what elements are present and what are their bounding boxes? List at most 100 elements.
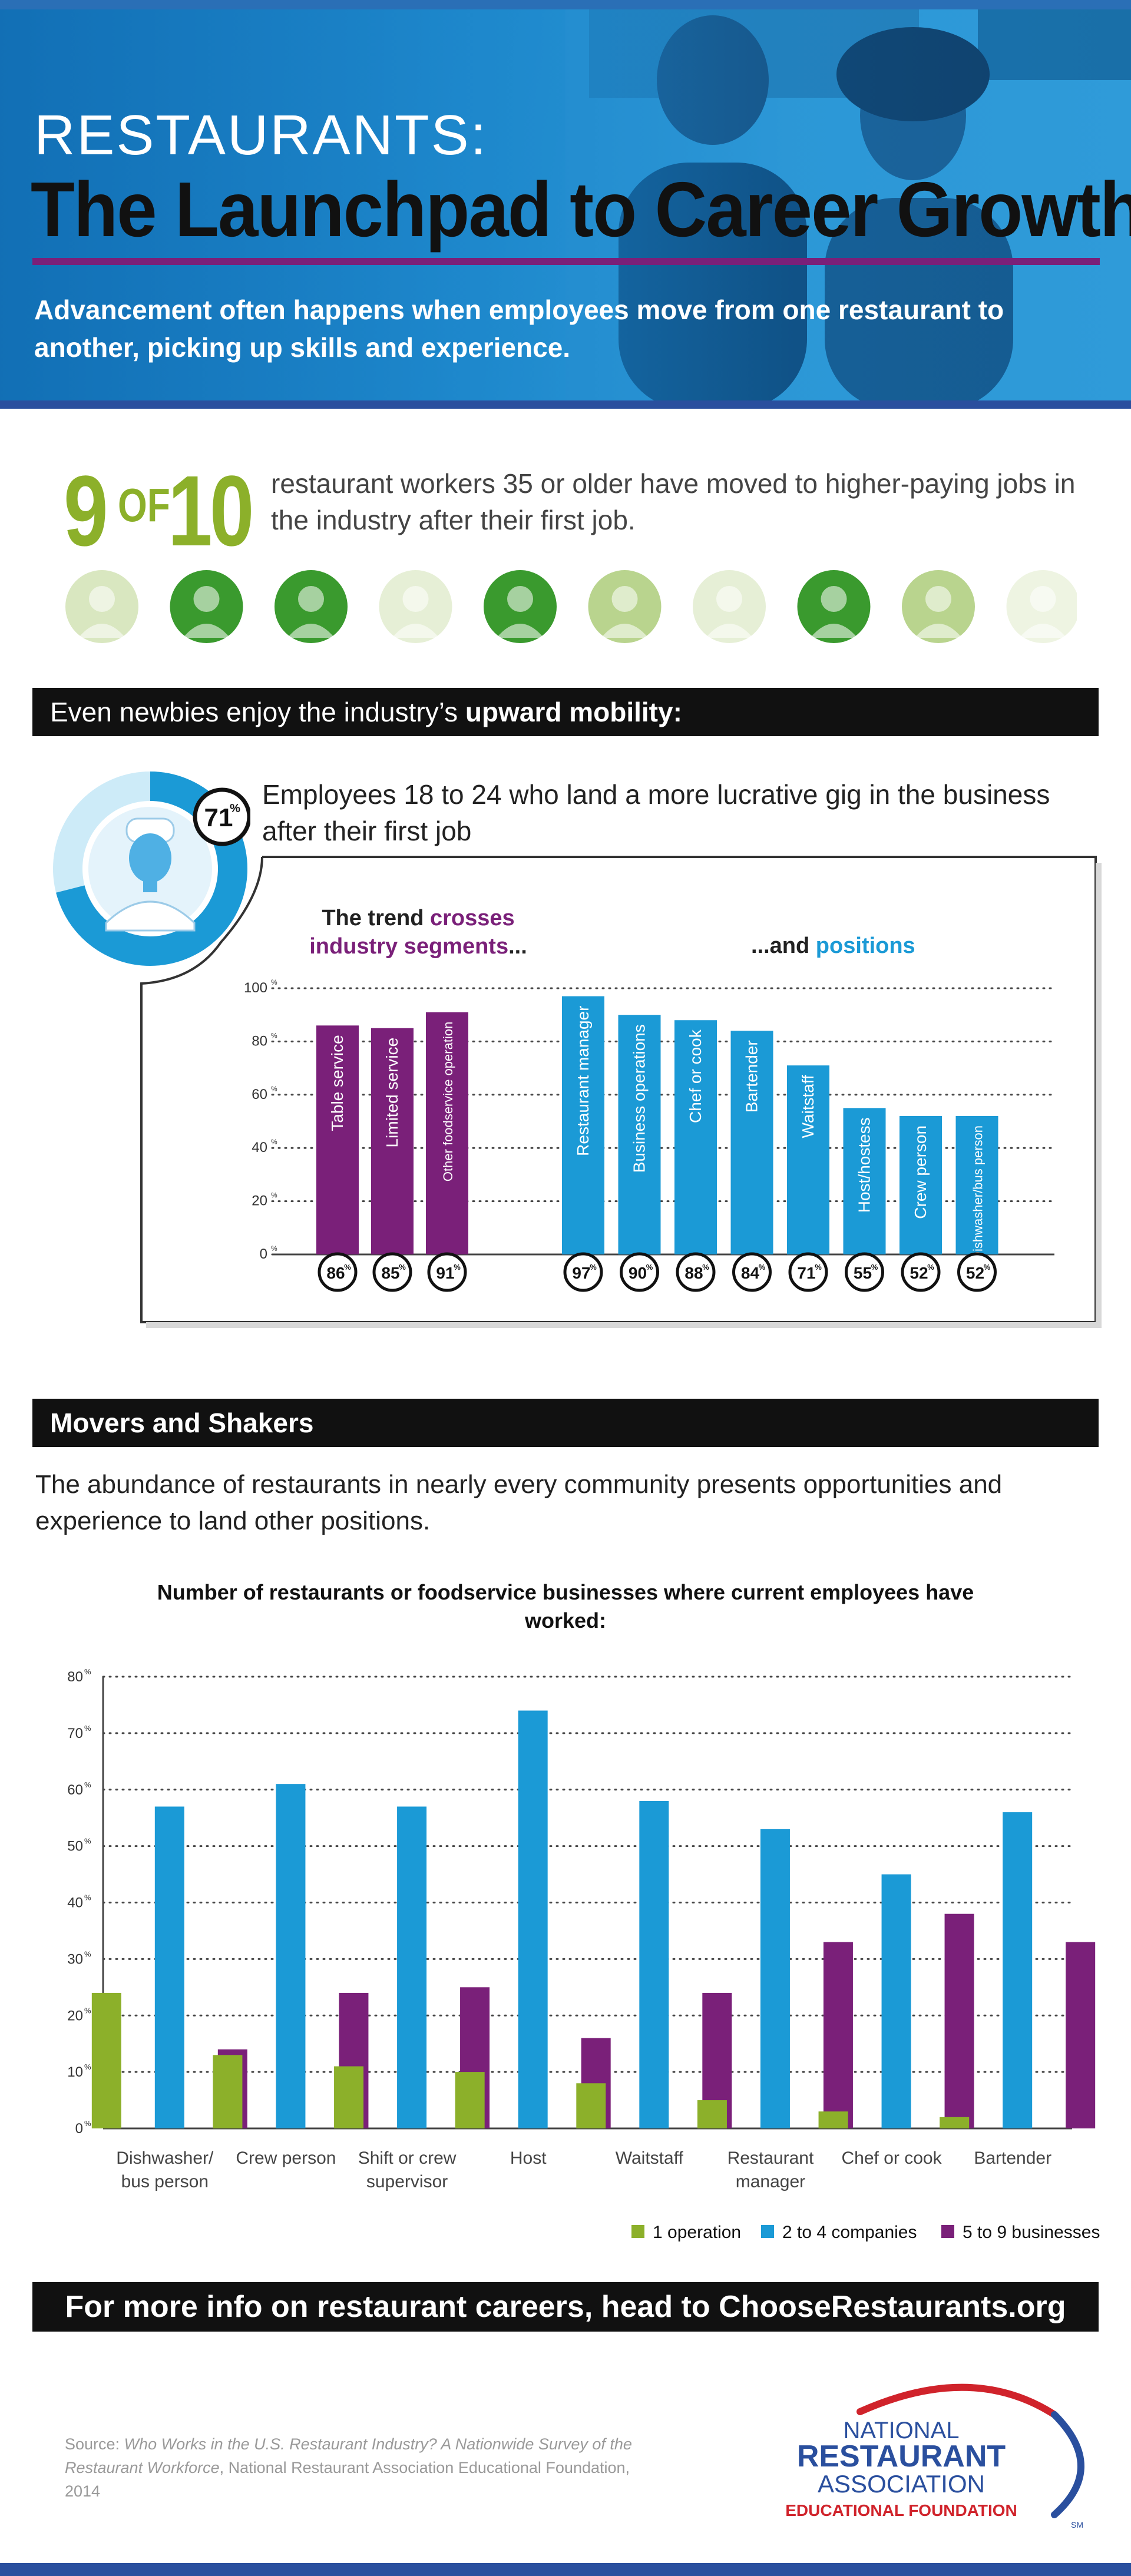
chart2-bar xyxy=(455,2072,485,2128)
chart1-bar-label: Chef or cook xyxy=(686,1029,705,1123)
chart1-y-tick: 20 xyxy=(252,1193,267,1209)
chart1-y-tick-unit: % xyxy=(271,978,277,986)
chart2-y-tick: 70 xyxy=(67,1726,83,1741)
chart1-y-tick-unit: % xyxy=(271,1138,277,1146)
chart2-bar xyxy=(1003,1812,1033,2128)
employees-18-24-text: Employees 18 to 24 who land a more lucra… xyxy=(262,779,1050,846)
chart2-legend-swatch xyxy=(761,2225,774,2238)
chart2-y-tick: 80 xyxy=(67,1669,83,1685)
chart2-y-tick: 30 xyxy=(67,1951,83,1967)
chart1-bar-label: Bartender xyxy=(743,1040,761,1112)
chart2-y-tick-unit: % xyxy=(84,1837,91,1846)
chart1-value-badge xyxy=(620,1252,659,1292)
trend-right-highlight: positions xyxy=(815,933,915,958)
chart1-panel-shadow-right xyxy=(1096,863,1102,1328)
chart1-value-label: 84 xyxy=(741,1264,760,1282)
chart2-x-label: Chef or cook xyxy=(842,2148,943,2168)
worker-avatar-icon xyxy=(797,570,871,643)
hero-title: The Launchpad to Career Growth xyxy=(31,166,1131,253)
employer-count-chart: 0 %10 %20 %30 %40 %50 %60 %70 %80 %Dishwasher/bus… xyxy=(67,1667,1100,2242)
chart2-bar xyxy=(823,1942,853,2128)
worker-avatar-icon xyxy=(902,570,975,643)
chart2-bar xyxy=(697,2100,727,2128)
chart1-value-unit: % xyxy=(454,1263,461,1272)
chart1-bar-label: Waitstaff xyxy=(799,1075,817,1138)
chart1-value-label: 86 xyxy=(326,1264,345,1282)
chart1-value-label: 52 xyxy=(910,1264,928,1282)
chart1-value-badge xyxy=(901,1252,941,1292)
chart2-legend-label: 5 to 9 businesses xyxy=(963,2223,1100,2242)
chart1-value-label: 55 xyxy=(854,1264,872,1282)
chart2-x-label: Crew person xyxy=(236,2148,336,2168)
chart1-y-tick: 100 xyxy=(244,980,267,996)
chart2-bar xyxy=(940,2117,970,2128)
hero-banner: RESTAURANTS: The Launchpad to Career Gro… xyxy=(0,0,1131,400)
logo-line2: RESTAURANT xyxy=(797,2439,1006,2474)
source-prefix: Source: xyxy=(65,2435,124,2453)
trend-segments-label: The trend crosses industry segments... xyxy=(283,904,554,961)
chart1-value-badge xyxy=(676,1252,716,1292)
chart2-x-label: Bartender xyxy=(974,2148,1051,2168)
trend-positions-label: ...and positions xyxy=(751,933,915,959)
movers-text: The abundance of restaurants in nearly e… xyxy=(35,1470,1003,1535)
chart1-value-unit: % xyxy=(399,1263,406,1272)
chart2-legend-label: 2 to 4 companies xyxy=(782,2223,917,2242)
chart2-y-tick: 50 xyxy=(67,1839,83,1855)
chart1-value-unit: % xyxy=(815,1263,822,1272)
chart1-value-label: 97 xyxy=(572,1264,590,1282)
trend-left-highlight: crosses xyxy=(430,906,515,931)
chart2-x-label: supervisor xyxy=(366,2172,448,2191)
chart2-bar xyxy=(1066,1942,1096,2128)
chart1-bar xyxy=(674,1020,717,1254)
chart2-x-label: Restaurant xyxy=(727,2148,814,2168)
chart1-value-unit: % xyxy=(344,1263,351,1272)
trend-right-pre: ...and xyxy=(751,933,816,958)
hero-subtitle: Advancement often happens when employees… xyxy=(34,294,1004,363)
source-note: Source: Who Works in the U.S. Restaurant… xyxy=(65,2432,654,2503)
worker-avatar-icon xyxy=(379,570,452,643)
chart2-x-label: bus person xyxy=(121,2172,209,2191)
chart1-value-badge xyxy=(427,1252,467,1292)
worker-avatar-icon xyxy=(275,570,348,643)
chart2-bar xyxy=(334,2066,364,2128)
chart1-y-tick: 80 xyxy=(252,1033,267,1049)
chart1-value-badge xyxy=(788,1252,828,1292)
worker-avatars xyxy=(65,570,1077,643)
donut-71-percent: 71 % xyxy=(53,772,250,966)
chart2-y-tick-unit: % xyxy=(84,1667,91,1676)
chart1-value-badge xyxy=(845,1252,884,1292)
chart1-value-unit: % xyxy=(871,1263,878,1272)
hero-pre-title: RESTAURANTS: xyxy=(34,104,488,167)
chart2-y-tick-unit: % xyxy=(84,1949,91,1958)
chart1-bar-label: Restaurant manager xyxy=(574,1006,592,1156)
chart1-y-tick: 0 xyxy=(260,1246,267,1262)
chart1-value-badge xyxy=(957,1252,997,1292)
chart2-y-tick: 60 xyxy=(67,1782,83,1798)
chart1-y-tick-unit: % xyxy=(271,1031,277,1039)
section-header-movers: Movers and Shakers xyxy=(32,1399,1099,1447)
chart2-y-tick: 20 xyxy=(67,2008,83,2024)
chart2-title: Number of restaurants or foodservice bus… xyxy=(157,1580,974,1633)
chart1-y-tick: 60 xyxy=(252,1087,267,1102)
stat-nine-text: restaurant workers 35 or older have move… xyxy=(271,468,1076,535)
nra-ef-logo: NATIONAL RESTAURANT ASSOCIATION EDUCATIO… xyxy=(785,2383,1084,2529)
chart2-y-tick-unit: % xyxy=(84,1893,91,1902)
logo-line3: ASSOCIATION xyxy=(818,2470,985,2498)
chart1-y-tick-unit: % xyxy=(271,1191,277,1200)
worker-avatar-icon xyxy=(170,570,243,643)
chart2-y-tick: 40 xyxy=(67,1895,83,1911)
chart1-y-tick-unit: % xyxy=(271,1085,277,1093)
donut-arc xyxy=(53,772,247,966)
chart1-panel-shadow xyxy=(146,1322,1096,1328)
chart2-bar xyxy=(881,1874,911,2128)
worker-avatar-icon xyxy=(1006,570,1077,643)
chart2-x-label: Shift or crew xyxy=(358,2148,457,2168)
chart1-value-label: 85 xyxy=(381,1264,399,1282)
chart1-y-tick: 40 xyxy=(252,1140,267,1155)
donut-value-label: 71 xyxy=(204,803,233,832)
chart1-bar-label: Business operations xyxy=(630,1024,649,1173)
donut-badge xyxy=(193,787,250,846)
logo-sm: SM xyxy=(1071,2520,1083,2529)
chart1-value-unit: % xyxy=(702,1263,709,1272)
source-suffix: , National Restaurant Association Educat… xyxy=(65,2459,630,2500)
